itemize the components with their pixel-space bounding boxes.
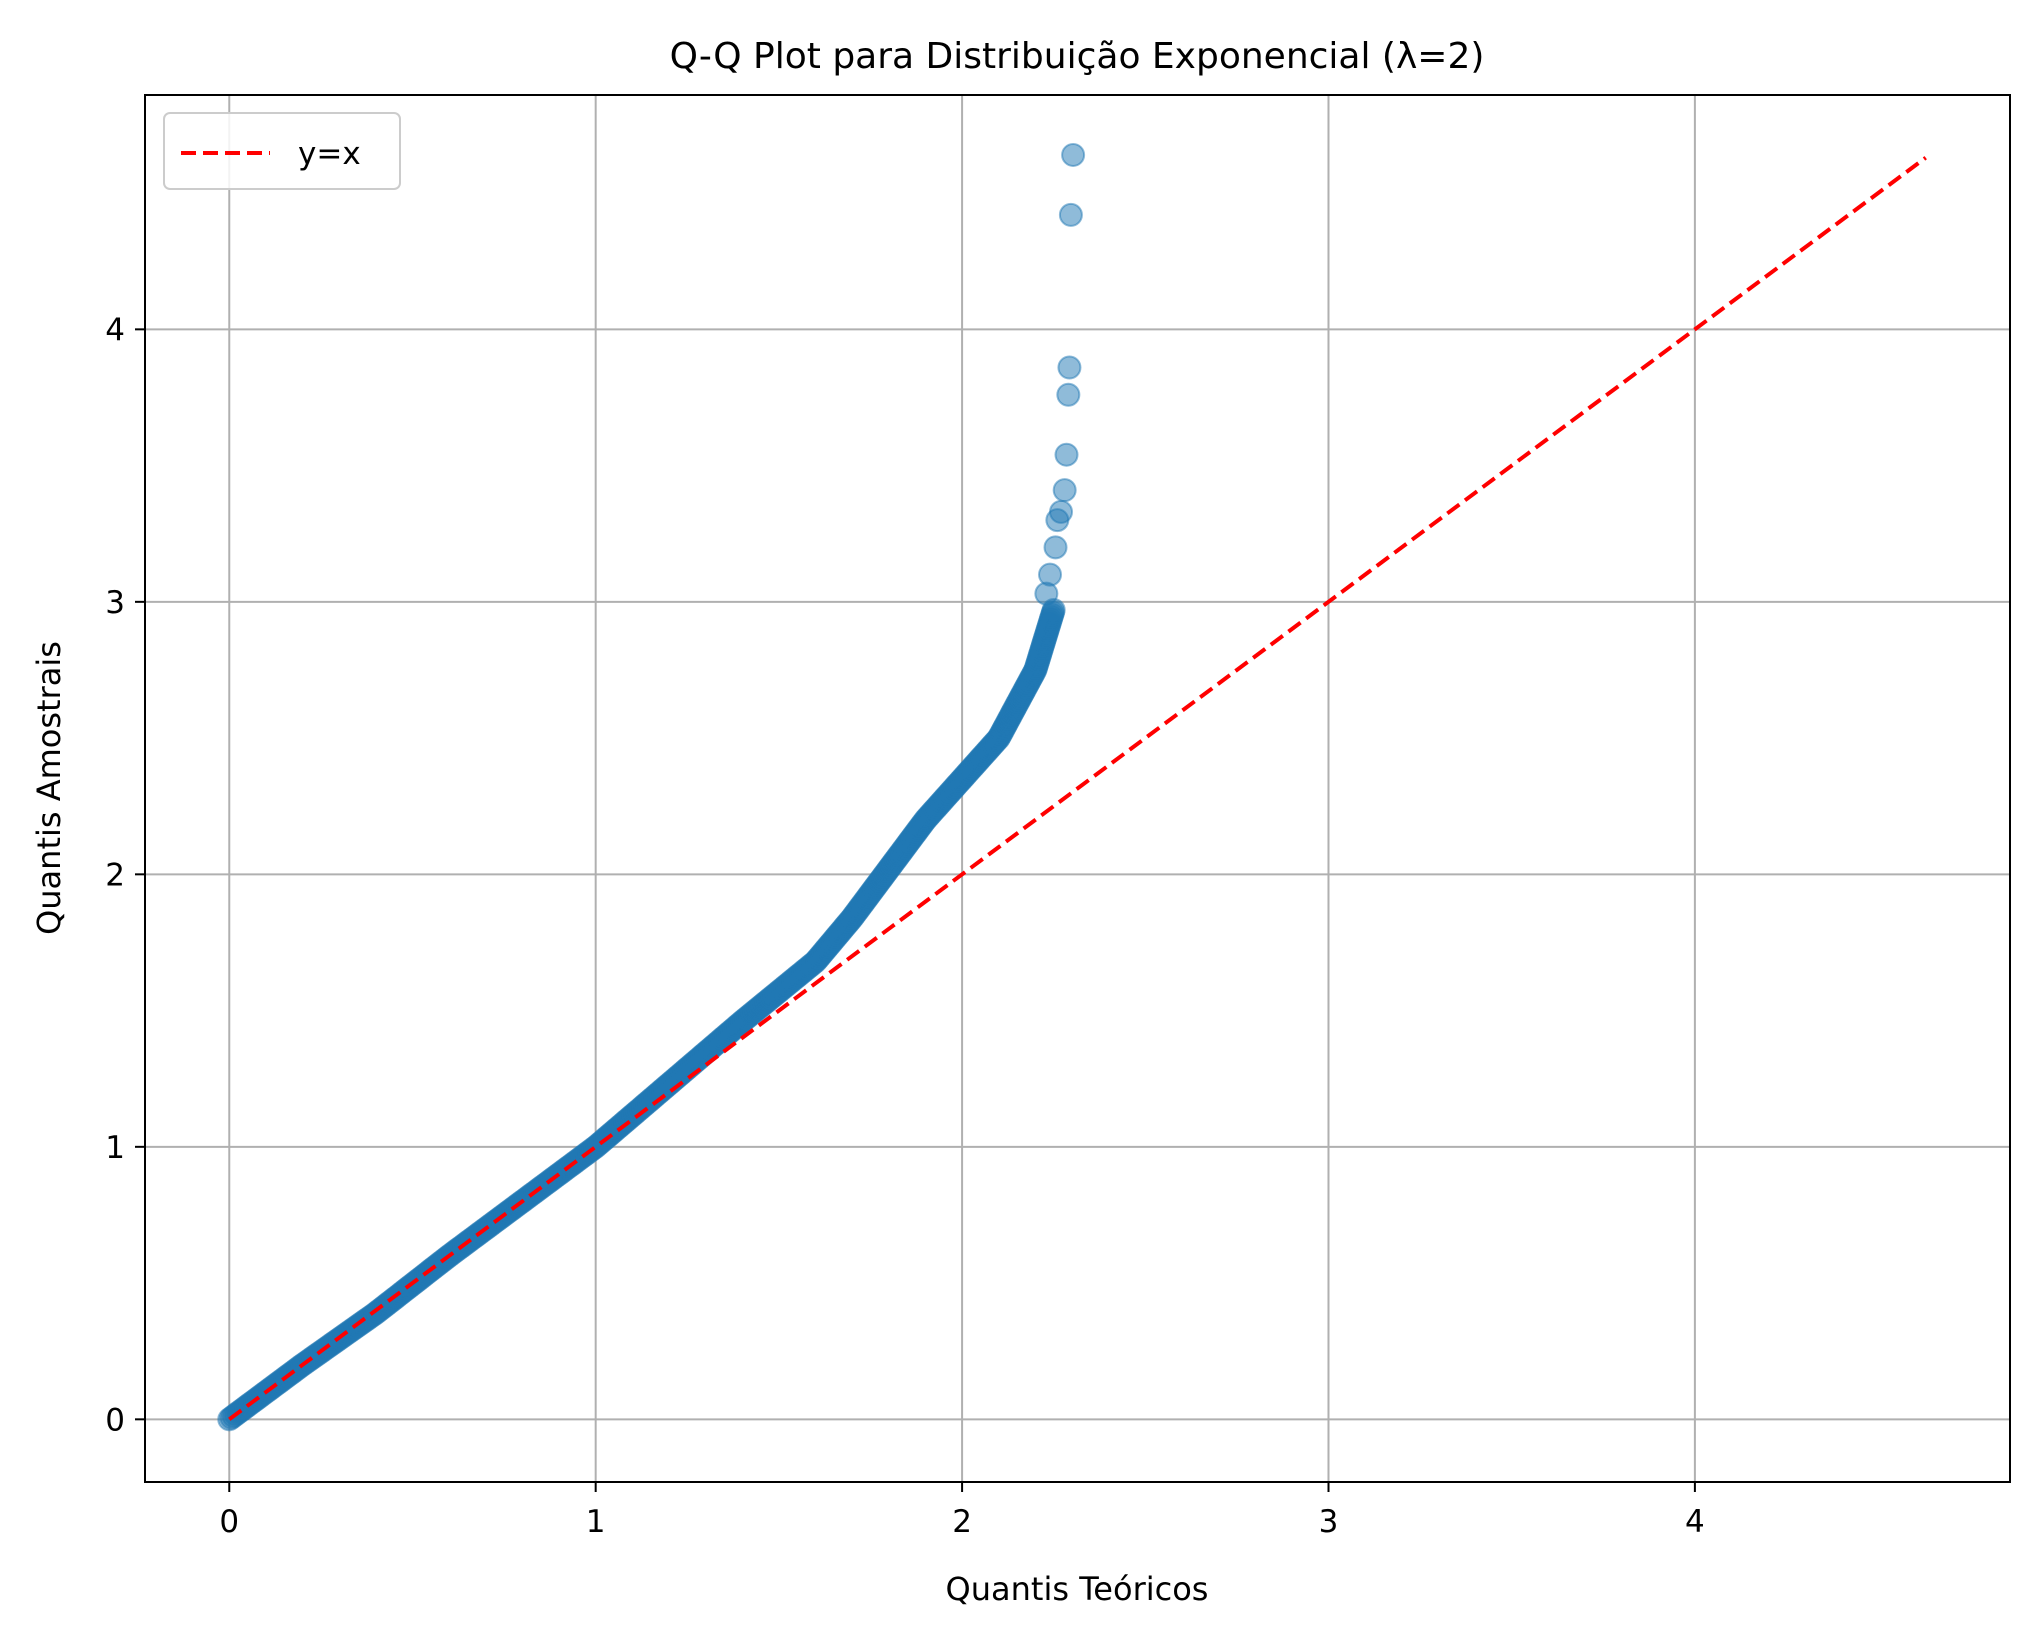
- x-tick-label: 0: [219, 1504, 239, 1540]
- data-point: [1061, 142, 1086, 167]
- y-tick-label: 0: [105, 1402, 125, 1438]
- x-tick-label: 1: [586, 1504, 606, 1540]
- plot-frame: [144, 94, 2011, 1483]
- x-tick-label: 2: [952, 1504, 972, 1540]
- y-axis-label: Quantis Amostrais: [30, 641, 68, 935]
- legend-box: [163, 112, 401, 190]
- legend-label-y-equals-x: y=x: [298, 136, 361, 172]
- data-point: [1057, 355, 1082, 380]
- x-axis-ticks: 0 1 2 3 4: [219, 1482, 1705, 1540]
- data-point: [1038, 562, 1063, 587]
- x-axis-label: Quantis Teóricos: [946, 1570, 1209, 1608]
- data-point: [1052, 478, 1077, 503]
- data-point: [1043, 535, 1068, 560]
- y-axis-ticks: 0 1 2 3 4: [105, 312, 145, 1438]
- y-tick-label: 2: [105, 857, 125, 893]
- data-point: [1058, 202, 1083, 227]
- legend: y=x: [163, 112, 401, 190]
- x-tick-label: 4: [1685, 1504, 1705, 1540]
- data-point: [1054, 442, 1079, 467]
- x-tick-label: 3: [1319, 1504, 1339, 1540]
- y-tick-label: 3: [105, 585, 125, 621]
- reference-line-y-equals-x: [228, 156, 1927, 1421]
- chart-title: Q-Q Plot para Distribuição Exponencial (…: [670, 36, 1485, 77]
- data-point: [1056, 382, 1081, 407]
- y-tick-label: 4: [105, 312, 125, 348]
- data-point: [1049, 499, 1074, 524]
- y-tick-label: 1: [105, 1130, 125, 1166]
- grid-lines: [145, 95, 2010, 1482]
